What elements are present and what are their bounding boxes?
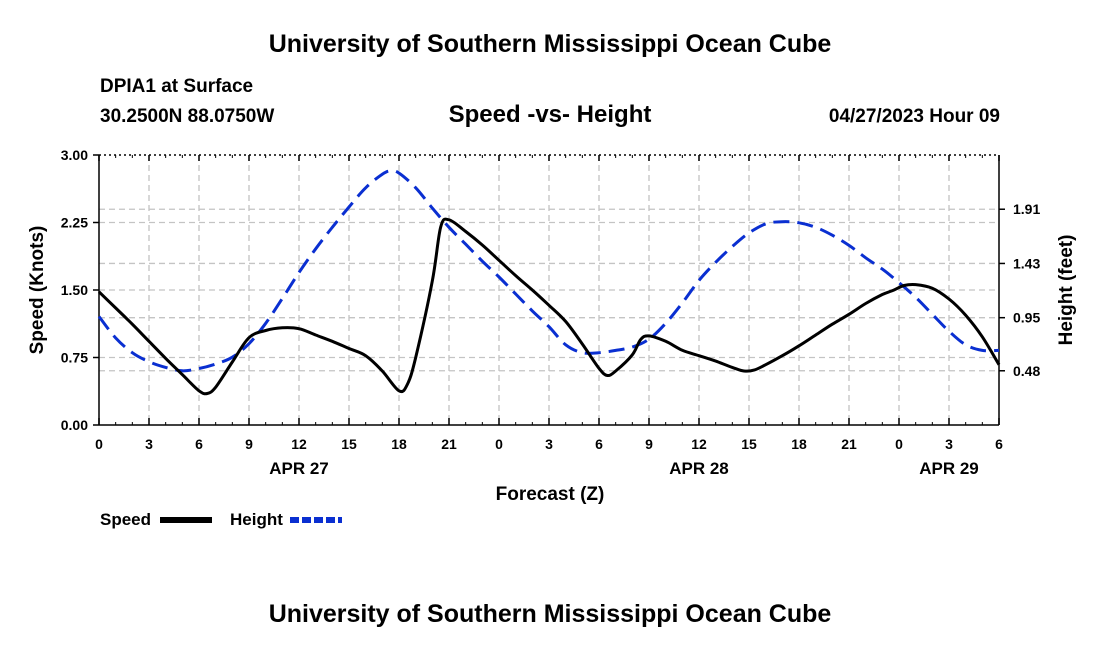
speed-height-chart: 0 3 6 9 12 15 18 21 0 3 6 9 12 15 18 21 0 3 6 APR 27 APR 28 A… [27,147,1077,529]
legend-label-height: Height [230,510,283,529]
x-tick-label: 18 [791,436,807,452]
x-tick-label: 12 [691,436,707,452]
legend: Speed Height [100,510,342,529]
date-label: APR 28 [669,459,729,478]
series-line-height [97,169,1000,373]
y-left-tick-label: 2.25 [61,215,88,231]
x-tick-label: 15 [341,436,357,452]
y-left-tick-label: 0.75 [61,350,88,366]
y-left-tick-label: 0.00 [61,417,88,433]
footer-title: University of Southern Mississippi Ocean… [268,600,832,628]
x-tick-label: 6 [595,436,603,452]
page-title: University of Southern Mississippi Ocean… [268,30,832,58]
legend-label-speed: Speed [100,510,151,529]
y-right-tick-label: 0.95 [1013,310,1040,326]
grid-lines [99,155,999,425]
y-axis-left-title: Speed (Knots) [27,226,48,355]
x-tick-label: 21 [441,436,457,452]
x-axis-title: Forecast (Z) [496,484,605,505]
x-tick-label: 9 [645,436,653,452]
x-tick-label: 3 [145,436,153,452]
station-label: DPIA1 at Surface [100,76,254,97]
y-right-tick-label: 1.43 [1013,255,1040,271]
x-tick-label: 9 [245,436,253,452]
coordinates-label: 30.2500N 88.0750W [100,106,275,127]
x-tick-label: 6 [195,436,203,452]
series-layer [97,169,1001,396]
y-left-tick-label: 1.50 [61,282,88,298]
chart-subtitle: Speed -vs- Height [448,101,652,128]
date-label: APR 29 [919,459,979,478]
date-label: APR 27 [269,459,329,478]
y-left-tick-label: 3.00 [61,147,88,163]
x-tick-label: 12 [291,436,307,452]
x-tick-label: 3 [545,436,553,452]
x-tick-label: 0 [495,436,503,452]
datetime-label: 04/27/2023 Hour 09 [828,106,1000,127]
y-axis-right-title: Height (feet) [1056,235,1077,346]
axis-ticks [93,154,1005,426]
y-right-tick-label: 1.91 [1013,201,1040,217]
x-tick-label: 18 [391,436,407,452]
x-tick-label: 0 [895,436,903,452]
series-line-speed [97,217,1001,396]
x-tick-label: 15 [741,436,757,452]
x-tick-label: 21 [841,436,857,452]
x-tick-label: 6 [995,436,1003,452]
x-tick-label: 3 [945,436,953,452]
x-tick-label: 0 [95,436,103,452]
y-right-tick-label: 0.48 [1013,363,1040,379]
axis-labels: 0 3 6 9 12 15 18 21 0 3 6 9 12 15 18 21 0 3 6 APR 27 APR 28 A… [61,147,1041,478]
